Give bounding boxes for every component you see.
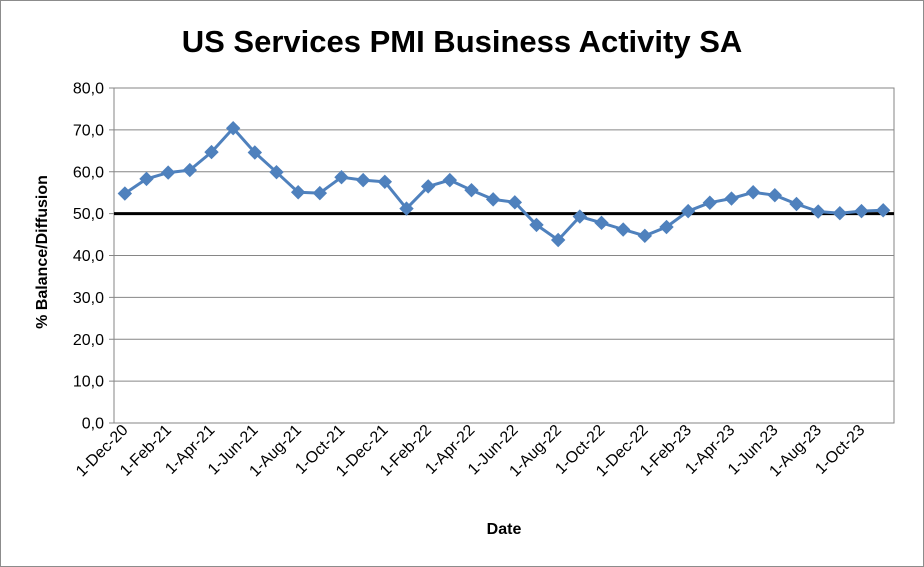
data-point	[139, 171, 154, 187]
series-line	[123, 126, 884, 242]
y-tick-label: 30,0	[73, 290, 104, 307]
data-point	[442, 172, 458, 188]
chart-title: US Services PMI Business Activity SA	[182, 24, 743, 59]
series-group	[117, 120, 891, 248]
data-point	[550, 232, 566, 248]
data-point	[724, 191, 739, 206]
data-point	[637, 228, 653, 244]
y-tick-label: 20,0	[73, 332, 104, 349]
data-point	[875, 203, 891, 218]
y-tick-label: 80,0	[73, 81, 104, 98]
data-point	[182, 162, 198, 178]
x-axis-ticks: 1-Dec-201-Feb-211-Apr-211-Jun-211-Aug-21…	[73, 422, 868, 481]
data-point	[572, 209, 588, 224]
data-point	[464, 182, 479, 198]
data-point	[117, 186, 133, 201]
data-point	[399, 201, 414, 216]
y-tick-label: 60,0	[73, 164, 104, 181]
x-axis-label: Date	[487, 521, 522, 538]
data-point	[789, 196, 804, 212]
data-point	[485, 192, 501, 207]
data-point	[507, 195, 523, 210]
data-point	[290, 185, 306, 200]
data-point	[745, 185, 761, 200]
data-point	[312, 185, 328, 201]
data-point	[225, 120, 241, 136]
data-point	[767, 187, 783, 203]
data-point	[420, 179, 436, 194]
data-point	[334, 169, 349, 185]
data-point	[680, 203, 696, 219]
data-point	[247, 145, 263, 160]
data-point	[810, 204, 826, 219]
data-point	[355, 172, 371, 188]
y-tick-label: 70,0	[73, 122, 104, 139]
data-point	[615, 222, 631, 237]
data-point	[160, 165, 176, 180]
y-axis-ticks: 0,0 10,0 20,0 30,0 40,0 50,0 60,0 70,0 80,0	[73, 81, 114, 433]
data-point	[854, 203, 869, 219]
data-point	[377, 174, 393, 190]
data-point	[702, 195, 718, 210]
y-tick-label: 0,0	[82, 416, 104, 433]
gridlines	[114, 129, 894, 382]
data-point	[269, 164, 284, 180]
data-point	[594, 215, 609, 231]
data-point	[529, 217, 544, 233]
data-point	[832, 205, 848, 221]
y-tick-label: 40,0	[73, 248, 104, 265]
data-point	[204, 144, 219, 160]
y-tick-label: 50,0	[73, 206, 104, 223]
data-point	[659, 219, 674, 235]
y-axis-label: % Balance/Diffusion	[34, 175, 51, 329]
y-tick-label: 10,0	[73, 374, 104, 391]
